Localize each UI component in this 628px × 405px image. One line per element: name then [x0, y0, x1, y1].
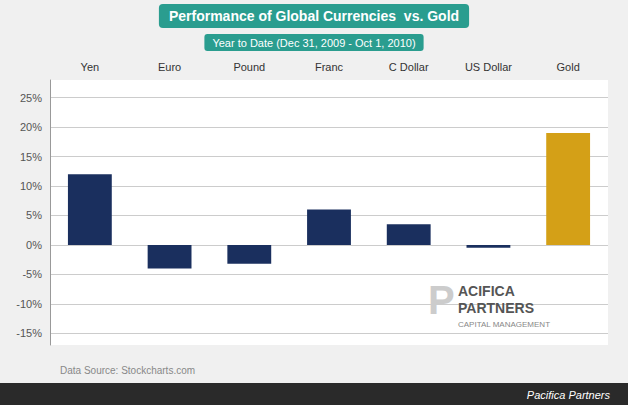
- svg-text:CAPITAL MANAGEMENT: CAPITAL MANAGEMENT: [458, 320, 550, 329]
- svg-text:Performance of Global Currenci: Performance of Global Currencies vs. Gol…: [169, 8, 459, 24]
- svg-text:Pound: Pound: [233, 61, 265, 73]
- svg-text:Data Source: Stockcharts.com: Data Source: Stockcharts.com: [60, 365, 195, 376]
- svg-text:20%: 20%: [20, 121, 42, 133]
- svg-text:ACIFICA: ACIFICA: [458, 283, 515, 299]
- svg-text:-10%: -10%: [16, 298, 42, 310]
- svg-text:Franc: Franc: [315, 61, 344, 73]
- svg-text:15%: 15%: [20, 151, 42, 163]
- svg-text:Euro: Euro: [158, 61, 181, 73]
- svg-text:C Dollar: C Dollar: [389, 61, 429, 73]
- svg-text:PARTNERS: PARTNERS: [458, 300, 534, 316]
- svg-text:P: P: [428, 278, 455, 322]
- svg-text:US Dollar: US Dollar: [465, 61, 512, 73]
- svg-text:Year to Date (Dec 31, 2009 - O: Year to Date (Dec 31, 2009 - Oct 1, 2010…: [212, 37, 415, 49]
- svg-text:Yen: Yen: [81, 61, 100, 73]
- svg-text:Gold: Gold: [557, 61, 580, 73]
- svg-text:10%: 10%: [20, 180, 42, 192]
- svg-text:5%: 5%: [26, 209, 42, 221]
- svg-text:Pacifica Partners: Pacifica Partners: [527, 389, 611, 401]
- svg-text:0%: 0%: [26, 239, 42, 251]
- svg-text:-15%: -15%: [16, 327, 42, 339]
- svg-text:-5%: -5%: [22, 268, 42, 280]
- svg-text:25%: 25%: [20, 92, 42, 104]
